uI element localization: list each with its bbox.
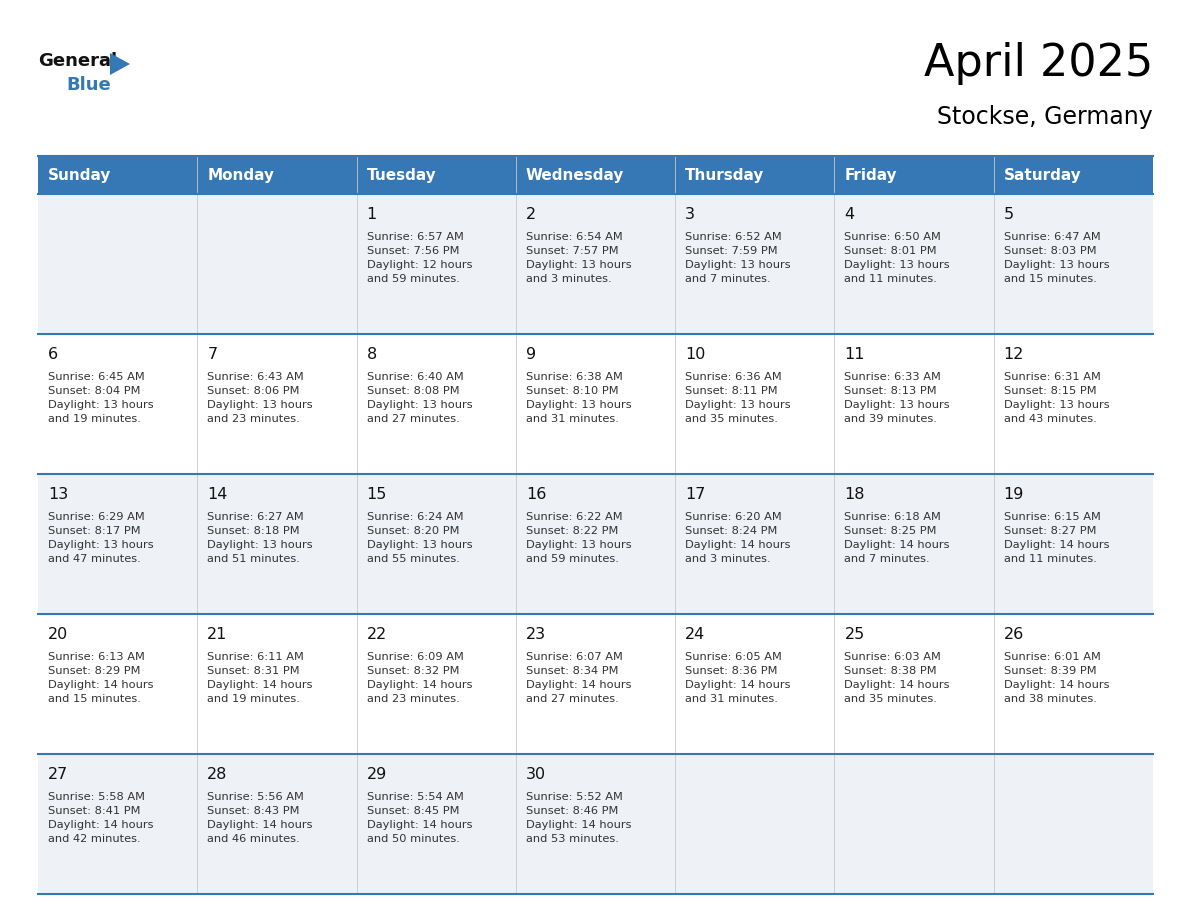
Text: Sunday: Sunday bbox=[48, 167, 112, 183]
Text: Sunrise: 6:18 AM
Sunset: 8:25 PM
Daylight: 14 hours
and 7 minutes.: Sunrise: 6:18 AM Sunset: 8:25 PM Dayligh… bbox=[845, 512, 950, 564]
Text: 15: 15 bbox=[367, 487, 387, 502]
Text: Sunrise: 6:47 AM
Sunset: 8:03 PM
Daylight: 13 hours
and 15 minutes.: Sunrise: 6:47 AM Sunset: 8:03 PM Dayligh… bbox=[1004, 232, 1110, 284]
Text: 23: 23 bbox=[526, 627, 546, 642]
Text: Sunrise: 5:56 AM
Sunset: 8:43 PM
Daylight: 14 hours
and 46 minutes.: Sunrise: 5:56 AM Sunset: 8:43 PM Dayligh… bbox=[207, 792, 312, 844]
Text: Blue: Blue bbox=[67, 76, 110, 94]
Bar bbox=[38, 614, 1154, 754]
Text: Sunrise: 6:54 AM
Sunset: 7:57 PM
Daylight: 13 hours
and 3 minutes.: Sunrise: 6:54 AM Sunset: 7:57 PM Dayligh… bbox=[526, 232, 632, 284]
Text: Sunrise: 6:29 AM
Sunset: 8:17 PM
Daylight: 13 hours
and 47 minutes.: Sunrise: 6:29 AM Sunset: 8:17 PM Dayligh… bbox=[48, 512, 153, 564]
Text: 21: 21 bbox=[207, 627, 228, 642]
Text: 26: 26 bbox=[1004, 627, 1024, 642]
Text: 24: 24 bbox=[685, 627, 706, 642]
Text: 5: 5 bbox=[1004, 207, 1013, 222]
Text: 8: 8 bbox=[367, 347, 377, 362]
Text: General: General bbox=[38, 52, 118, 70]
Text: Saturday: Saturday bbox=[1004, 167, 1081, 183]
Text: Sunrise: 6:20 AM
Sunset: 8:24 PM
Daylight: 14 hours
and 3 minutes.: Sunrise: 6:20 AM Sunset: 8:24 PM Dayligh… bbox=[685, 512, 791, 564]
Text: Sunrise: 6:40 AM
Sunset: 8:08 PM
Daylight: 13 hours
and 27 minutes.: Sunrise: 6:40 AM Sunset: 8:08 PM Dayligh… bbox=[367, 372, 472, 424]
Bar bbox=[38, 194, 1154, 334]
Bar bbox=[38, 334, 1154, 474]
Text: Sunrise: 6:22 AM
Sunset: 8:22 PM
Daylight: 13 hours
and 59 minutes.: Sunrise: 6:22 AM Sunset: 8:22 PM Dayligh… bbox=[526, 512, 632, 564]
Text: Thursday: Thursday bbox=[685, 167, 765, 183]
Text: Sunrise: 6:43 AM
Sunset: 8:06 PM
Daylight: 13 hours
and 23 minutes.: Sunrise: 6:43 AM Sunset: 8:06 PM Dayligh… bbox=[207, 372, 312, 424]
Text: 9: 9 bbox=[526, 347, 536, 362]
Text: Sunrise: 6:05 AM
Sunset: 8:36 PM
Daylight: 14 hours
and 31 minutes.: Sunrise: 6:05 AM Sunset: 8:36 PM Dayligh… bbox=[685, 652, 791, 704]
Text: Sunrise: 6:03 AM
Sunset: 8:38 PM
Daylight: 14 hours
and 35 minutes.: Sunrise: 6:03 AM Sunset: 8:38 PM Dayligh… bbox=[845, 652, 950, 704]
Text: 25: 25 bbox=[845, 627, 865, 642]
Text: Sunrise: 6:33 AM
Sunset: 8:13 PM
Daylight: 13 hours
and 39 minutes.: Sunrise: 6:33 AM Sunset: 8:13 PM Dayligh… bbox=[845, 372, 950, 424]
Text: 7: 7 bbox=[207, 347, 217, 362]
Text: Sunrise: 6:13 AM
Sunset: 8:29 PM
Daylight: 14 hours
and 15 minutes.: Sunrise: 6:13 AM Sunset: 8:29 PM Dayligh… bbox=[48, 652, 153, 704]
Text: 18: 18 bbox=[845, 487, 865, 502]
Text: Sunrise: 6:52 AM
Sunset: 7:59 PM
Daylight: 13 hours
and 7 minutes.: Sunrise: 6:52 AM Sunset: 7:59 PM Dayligh… bbox=[685, 232, 791, 284]
Text: Sunrise: 6:24 AM
Sunset: 8:20 PM
Daylight: 13 hours
and 55 minutes.: Sunrise: 6:24 AM Sunset: 8:20 PM Dayligh… bbox=[367, 512, 472, 564]
Text: 30: 30 bbox=[526, 767, 546, 782]
Text: 16: 16 bbox=[526, 487, 546, 502]
Text: 17: 17 bbox=[685, 487, 706, 502]
Text: 14: 14 bbox=[207, 487, 228, 502]
Text: Sunrise: 6:09 AM
Sunset: 8:32 PM
Daylight: 14 hours
and 23 minutes.: Sunrise: 6:09 AM Sunset: 8:32 PM Dayligh… bbox=[367, 652, 472, 704]
Text: Sunrise: 6:01 AM
Sunset: 8:39 PM
Daylight: 14 hours
and 38 minutes.: Sunrise: 6:01 AM Sunset: 8:39 PM Dayligh… bbox=[1004, 652, 1110, 704]
Text: 2: 2 bbox=[526, 207, 536, 222]
Text: 6: 6 bbox=[48, 347, 58, 362]
Text: 28: 28 bbox=[207, 767, 228, 782]
Text: 13: 13 bbox=[48, 487, 68, 502]
Polygon shape bbox=[110, 53, 129, 75]
Text: Sunrise: 6:07 AM
Sunset: 8:34 PM
Daylight: 14 hours
and 27 minutes.: Sunrise: 6:07 AM Sunset: 8:34 PM Dayligh… bbox=[526, 652, 631, 704]
Text: Sunrise: 6:15 AM
Sunset: 8:27 PM
Daylight: 14 hours
and 11 minutes.: Sunrise: 6:15 AM Sunset: 8:27 PM Dayligh… bbox=[1004, 512, 1110, 564]
Text: Sunrise: 5:52 AM
Sunset: 8:46 PM
Daylight: 14 hours
and 53 minutes.: Sunrise: 5:52 AM Sunset: 8:46 PM Dayligh… bbox=[526, 792, 631, 844]
Text: Stockse, Germany: Stockse, Germany bbox=[937, 105, 1154, 129]
Text: 27: 27 bbox=[48, 767, 68, 782]
Bar bbox=[38, 754, 1154, 894]
Bar bbox=[38, 156, 1154, 194]
Text: 29: 29 bbox=[367, 767, 387, 782]
Text: Sunrise: 6:11 AM
Sunset: 8:31 PM
Daylight: 14 hours
and 19 minutes.: Sunrise: 6:11 AM Sunset: 8:31 PM Dayligh… bbox=[207, 652, 312, 704]
Text: Sunrise: 6:31 AM
Sunset: 8:15 PM
Daylight: 13 hours
and 43 minutes.: Sunrise: 6:31 AM Sunset: 8:15 PM Dayligh… bbox=[1004, 372, 1110, 424]
Text: Sunrise: 5:54 AM
Sunset: 8:45 PM
Daylight: 14 hours
and 50 minutes.: Sunrise: 5:54 AM Sunset: 8:45 PM Dayligh… bbox=[367, 792, 472, 844]
Text: Monday: Monday bbox=[207, 167, 274, 183]
Text: Sunrise: 6:36 AM
Sunset: 8:11 PM
Daylight: 13 hours
and 35 minutes.: Sunrise: 6:36 AM Sunset: 8:11 PM Dayligh… bbox=[685, 372, 791, 424]
Text: 10: 10 bbox=[685, 347, 706, 362]
Bar bbox=[38, 474, 1154, 614]
Text: Sunrise: 6:50 AM
Sunset: 8:01 PM
Daylight: 13 hours
and 11 minutes.: Sunrise: 6:50 AM Sunset: 8:01 PM Dayligh… bbox=[845, 232, 950, 284]
Text: 3: 3 bbox=[685, 207, 695, 222]
Text: Sunrise: 6:45 AM
Sunset: 8:04 PM
Daylight: 13 hours
and 19 minutes.: Sunrise: 6:45 AM Sunset: 8:04 PM Dayligh… bbox=[48, 372, 153, 424]
Text: 19: 19 bbox=[1004, 487, 1024, 502]
Text: 12: 12 bbox=[1004, 347, 1024, 362]
Text: Friday: Friday bbox=[845, 167, 897, 183]
Text: Wednesday: Wednesday bbox=[526, 167, 624, 183]
Text: 22: 22 bbox=[367, 627, 387, 642]
Text: Sunrise: 6:27 AM
Sunset: 8:18 PM
Daylight: 13 hours
and 51 minutes.: Sunrise: 6:27 AM Sunset: 8:18 PM Dayligh… bbox=[207, 512, 312, 564]
Text: Sunrise: 6:38 AM
Sunset: 8:10 PM
Daylight: 13 hours
and 31 minutes.: Sunrise: 6:38 AM Sunset: 8:10 PM Dayligh… bbox=[526, 372, 632, 424]
Text: 1: 1 bbox=[367, 207, 377, 222]
Text: Tuesday: Tuesday bbox=[367, 167, 436, 183]
Text: 11: 11 bbox=[845, 347, 865, 362]
Text: 4: 4 bbox=[845, 207, 854, 222]
Text: 20: 20 bbox=[48, 627, 68, 642]
Text: Sunrise: 5:58 AM
Sunset: 8:41 PM
Daylight: 14 hours
and 42 minutes.: Sunrise: 5:58 AM Sunset: 8:41 PM Dayligh… bbox=[48, 792, 153, 844]
Text: Sunrise: 6:57 AM
Sunset: 7:56 PM
Daylight: 12 hours
and 59 minutes.: Sunrise: 6:57 AM Sunset: 7:56 PM Dayligh… bbox=[367, 232, 472, 284]
Text: April 2025: April 2025 bbox=[924, 42, 1154, 85]
